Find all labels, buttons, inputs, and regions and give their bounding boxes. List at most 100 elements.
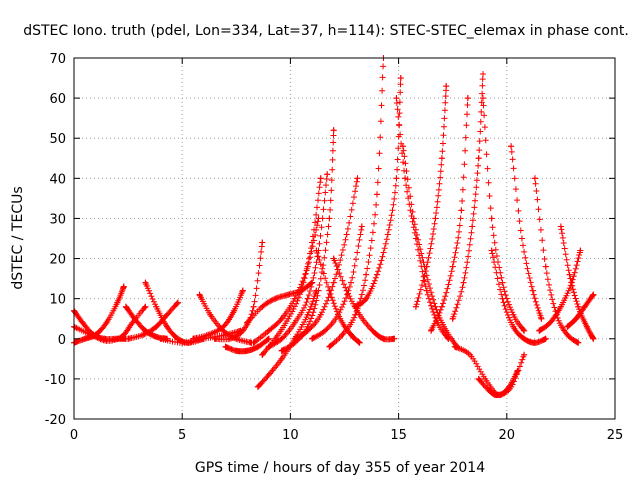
data-point — [475, 155, 482, 162]
plot-frame — [73, 57, 616, 420]
y-tick-label: 50 — [49, 132, 66, 147]
data-point — [153, 333, 160, 340]
data-point — [557, 223, 564, 230]
data-point — [358, 223, 365, 230]
data-point — [265, 371, 272, 378]
data-point — [373, 191, 380, 198]
data-point — [272, 295, 279, 302]
data-point — [140, 331, 147, 338]
data-point — [103, 337, 110, 344]
data-point — [380, 335, 387, 342]
data-point — [120, 283, 127, 290]
data-point — [347, 279, 354, 286]
data-point — [254, 343, 261, 350]
data-point — [449, 315, 456, 322]
data-point — [347, 331, 354, 338]
series-arc-35 — [536, 247, 584, 334]
series-markers — [412, 83, 450, 310]
data-point — [259, 303, 266, 310]
data-point — [81, 335, 88, 342]
data-point — [443, 83, 450, 90]
data-point — [583, 323, 590, 330]
data-point — [577, 247, 584, 254]
series-arc-21 — [313, 247, 363, 346]
data-point — [391, 335, 398, 342]
x-tick-label: 15 — [390, 428, 407, 443]
data-point — [291, 319, 298, 326]
data-point — [397, 75, 404, 82]
data-point — [581, 303, 588, 310]
data-point — [402, 175, 409, 182]
data-point — [343, 231, 350, 238]
data-point — [428, 327, 435, 334]
series-markers — [309, 223, 365, 342]
data-point — [363, 271, 370, 278]
series-markers — [557, 223, 597, 342]
data-point — [114, 299, 121, 306]
data-point — [131, 315, 138, 322]
data-point — [298, 287, 305, 294]
data-point — [423, 263, 430, 270]
data-point — [285, 315, 292, 322]
data-point — [369, 327, 376, 334]
axes: 0 5 10 15 20 25 -20 -10 0 10 20 30 40 50 60 70 — [45, 52, 624, 443]
data-point — [317, 175, 324, 182]
data-point — [557, 303, 564, 310]
data-point — [233, 347, 240, 354]
data-point — [153, 323, 160, 330]
data-point — [531, 175, 538, 182]
series-arc-36 — [557, 223, 597, 342]
data-point — [142, 303, 149, 310]
data-point — [451, 343, 458, 350]
y-tick-label: 40 — [49, 172, 66, 187]
data-point — [432, 215, 439, 222]
data-point — [153, 303, 160, 310]
data-point — [495, 391, 502, 398]
data-point — [317, 311, 324, 318]
data-point — [438, 155, 445, 162]
series-arc-19 — [309, 223, 365, 342]
x-tick-label: 0 — [70, 428, 78, 443]
data-point — [278, 335, 285, 342]
data-point — [399, 143, 406, 150]
data-point — [265, 327, 272, 334]
series-arc-22 — [330, 255, 398, 343]
y-tick-label: -10 — [45, 373, 66, 388]
data-point — [313, 247, 320, 254]
data-point — [510, 323, 517, 330]
data-point — [164, 323, 171, 330]
data-point — [499, 295, 506, 302]
data-point — [244, 347, 251, 354]
data-point — [479, 71, 486, 78]
data-point — [467, 351, 474, 358]
series-arc-11 — [222, 335, 272, 355]
data-point — [207, 311, 214, 318]
data-point — [508, 143, 515, 150]
data-point — [432, 303, 439, 310]
data-point — [164, 311, 171, 318]
series-arc-09 — [190, 287, 246, 342]
data-point — [536, 327, 543, 334]
data-point — [129, 319, 136, 326]
data-point — [469, 223, 476, 230]
data-point — [460, 279, 467, 286]
data-point — [373, 271, 380, 278]
data-point — [393, 175, 400, 182]
y-tick-label: -20 — [45, 413, 66, 428]
series-arc-37 — [564, 291, 597, 330]
data-point — [265, 335, 272, 342]
data-point — [179, 339, 186, 346]
data-point — [575, 303, 582, 310]
data-point — [423, 287, 430, 294]
data-point — [239, 327, 246, 334]
data-point — [590, 335, 597, 342]
chart-title: dSTEC Iono. truth (pdel, Lon=334, Lat=37… — [23, 23, 629, 39]
data-point — [291, 295, 298, 302]
series-arc-30 — [488, 247, 549, 346]
data-point — [339, 331, 346, 338]
data-point — [337, 315, 344, 322]
plot-area — [71, 55, 597, 399]
series-arc-26 — [412, 83, 450, 310]
data-point — [250, 303, 257, 310]
data-point — [521, 351, 528, 358]
